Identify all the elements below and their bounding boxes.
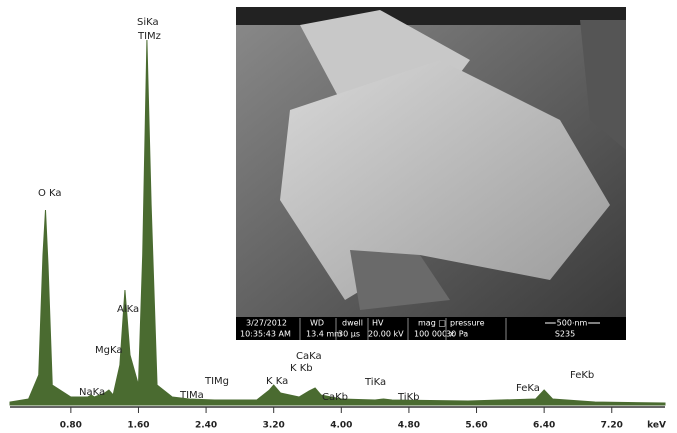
x-tick-label: 5.60 [465,421,487,431]
peak-label: TIMg [204,376,229,387]
peak-label: MgKa [95,345,123,356]
peak-label: K Ka [266,376,288,387]
info-label: HV [372,319,384,328]
info-value: 20.00 kV [368,330,404,339]
peak-label: O Ka [38,188,62,199]
info-label: WD [310,319,324,328]
crystal-edge [580,20,626,150]
info-label: 3/27/2012 [246,319,287,328]
info-bar [236,317,626,340]
spectrum [9,39,666,406]
x-tick-label: 4.80 [398,421,420,431]
info-value: 100 000 x [414,330,455,339]
x-tick-label: 7.20 [601,421,623,431]
peak-label: SiKa [137,17,159,28]
info-value: 30 Pa [446,330,468,339]
sem-image: 3/27/2012 WD dwell HV mag □ pressure 10:35:43 … [236,7,626,340]
info-label: pressure [450,319,485,328]
x-tick-label: 6.40 [533,421,555,431]
peak-label: CaKb [322,392,348,403]
peak-label: FeKb [570,370,594,381]
x-tick-label: 0.80 [60,421,82,431]
info-value: 13.4 mm [306,330,342,339]
peak-label: TIMa [179,390,204,401]
info-value: 10:35:43 AM [240,330,291,339]
peak-label: TiKb [397,392,419,403]
peak-label: TIMz [137,31,161,42]
x-tick-label: 3.20 [263,421,285,431]
x-tick-label: 2.40 [195,421,217,431]
x-tick-label: 4.00 [330,421,352,431]
peak-label: NaKa [79,387,105,398]
peak-label: CaKa [296,351,322,362]
debris [350,250,450,310]
peak-label: TiKa [364,377,386,388]
info-value: 30 µs [338,330,360,339]
image-top-band [236,7,626,25]
sample-label: S235 [555,330,575,339]
peak-label: AlKa [117,304,139,315]
x-tick-label: 1.60 [127,421,149,431]
peak-label: K Kb [290,363,313,374]
info-label: dwell [342,319,363,328]
info-label: mag □ [418,319,446,328]
crystal [280,60,610,300]
x-unit: keV [647,421,666,431]
scale-label: 500 nm [557,319,588,328]
peak-label: FeKa [516,383,540,394]
